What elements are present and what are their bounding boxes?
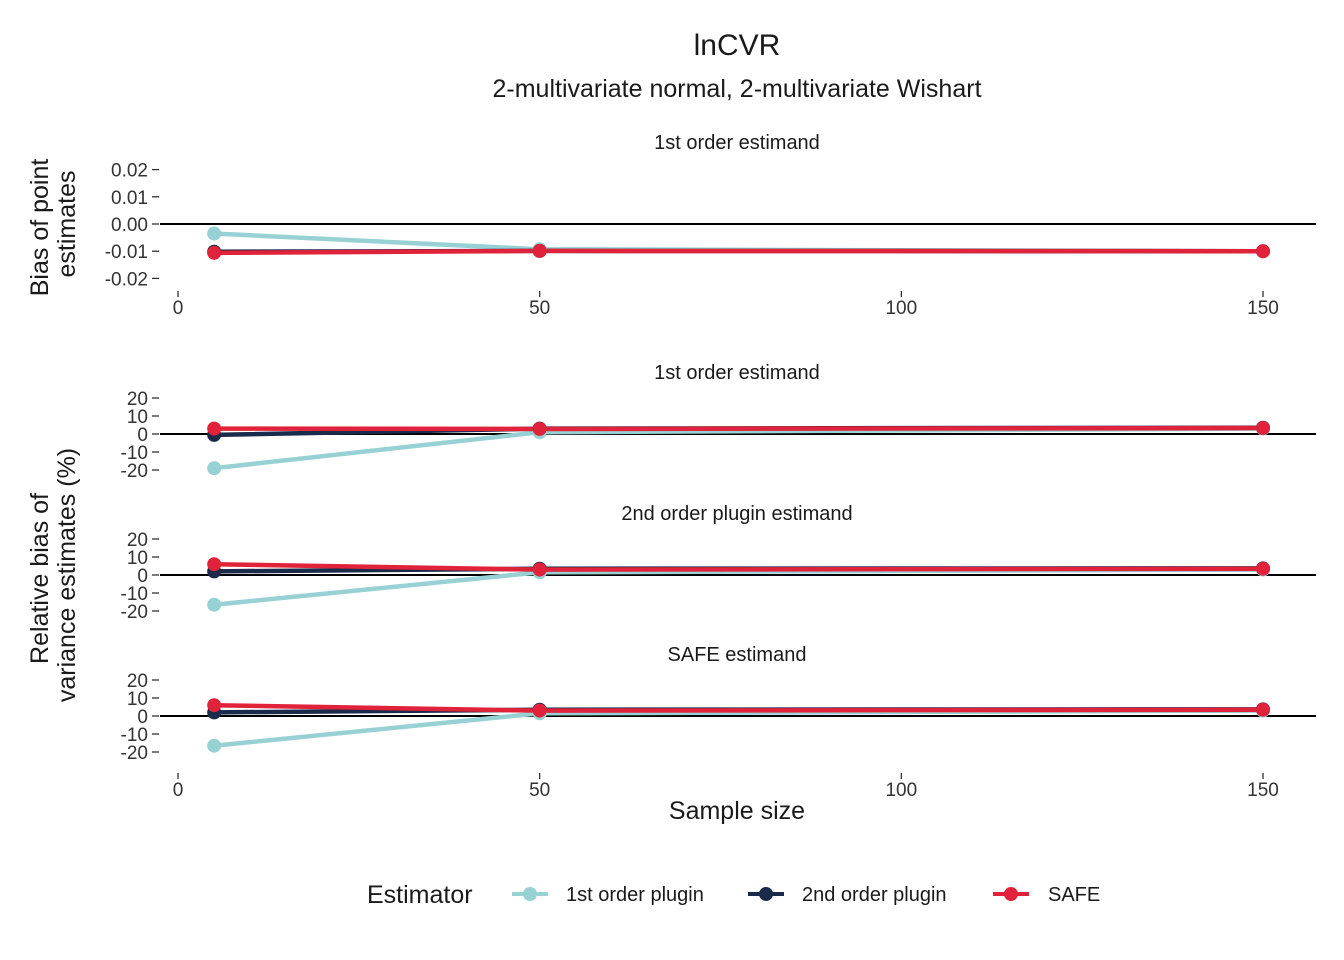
legend-key-point-safe: [1004, 887, 1018, 901]
panel-4-point-safe: [532, 703, 547, 718]
panel-2-strip-title: 1st order estimand: [654, 362, 820, 384]
legend-label-2nd-order-plugin: 2nd order plugin: [802, 884, 947, 906]
panel-2-y-tick-label: -10: [121, 443, 148, 464]
panel-4-x-tick-label: 150: [1247, 780, 1279, 801]
panel-1-point-1st-order-plugin: [207, 226, 222, 241]
panel-1-x-tick-label: 50: [529, 298, 550, 319]
legend-key-point-2nd-order-plugin: [759, 887, 773, 901]
chart-subtitle: 2-multivariate normal, 2-multivariate Wi…: [492, 75, 981, 103]
panel-4-y-tick-label: -20: [121, 743, 148, 764]
panel-1-point-safe: [1256, 244, 1270, 259]
panel-4-point-safe: [207, 698, 222, 713]
legend-item-1st-order-plugin: 1st order plugin: [512, 884, 704, 906]
panel-1-y-tick-label: -0.01: [105, 242, 148, 263]
panel-4-y-tick-label: 0: [137, 707, 148, 728]
panel-3-y-tick-label: -10: [121, 584, 148, 605]
x-axis-title: Sample size: [669, 797, 805, 825]
panel-2-point-safe: [1256, 421, 1270, 436]
panel-3-strip-title: 2nd order plugin estimand: [621, 503, 852, 525]
panel-4-x-tick-label: 0: [173, 780, 184, 801]
panel-1-x-tick-label: 100: [885, 298, 917, 319]
panel-3-point-1st-order-plugin: [207, 597, 222, 612]
panel-2-y-tick-label: 0: [137, 425, 148, 446]
chart-panels: 1st order estimand -0.02 -0.01 0.00 0.01 0.02…: [105, 132, 1316, 801]
legend: Estimator 1st order plugin 2nd order plu…: [367, 881, 1100, 909]
panel-3-y-tick-label: 20: [127, 530, 148, 551]
panel-2-point-1st-order-plugin: [207, 461, 222, 476]
panel-2-y-tick-label: 20: [127, 389, 148, 410]
panel-1-point-safe: [207, 245, 222, 260]
panel-4-point-1st-order-plugin: [207, 738, 222, 753]
panel-1-y-tick-label: 0.02: [111, 161, 148, 182]
panel-4-point-safe: [1256, 702, 1270, 717]
panel-1-y-tick-label: 0.01: [111, 188, 148, 209]
chart-title: lnCVR: [694, 29, 781, 62]
panel-2-y-tick-label: 10: [127, 407, 148, 428]
panel-1-series-line-safe: [214, 248, 1264, 256]
panel-1-y-tick-label: -0.02: [105, 269, 148, 290]
panel-1-x-tick-label: 150: [1247, 298, 1279, 319]
panel-1-x-tick-label: 0: [173, 298, 184, 319]
y-axis-title-top-line2: estimates: [53, 171, 81, 278]
panel-3-y-tick-label: 0: [137, 566, 148, 587]
legend-item-2nd-order-plugin: 2nd order plugin: [748, 884, 947, 906]
panel-4-y-tick-label: 20: [127, 671, 148, 692]
panel-4-y-tick-label: 10: [127, 689, 148, 710]
legend-label-safe: SAFE: [1048, 884, 1100, 906]
legend-title: Estimator: [367, 881, 473, 909]
panel-3-point-safe: [207, 557, 222, 572]
panel-2-point-safe: [207, 421, 222, 436]
panel-1-y-tick-label: 0.00: [111, 215, 148, 236]
panel-4-x-tick-label: 100: [885, 780, 917, 801]
y-axis-title-bottom-line1: Relative bias of: [26, 493, 54, 664]
y-axis-title-top-line1: Bias of point: [26, 159, 54, 297]
panel-3-point-safe: [1256, 561, 1270, 576]
legend-label-1st-order-plugin: 1st order plugin: [566, 884, 704, 906]
panel-3-point-safe: [532, 562, 547, 577]
panel-3-y-tick-label: -20: [121, 602, 148, 623]
panel-4-x-tick-label: 50: [529, 780, 550, 801]
panel-1-series-line-1st-order-plugin: [214, 231, 1264, 254]
y-axis-title-top: Bias of point estimates: [26, 152, 81, 297]
panel-1-point-safe: [532, 243, 547, 258]
panel-3-y-tick-label: 10: [127, 548, 148, 569]
y-axis-title-bottom: Relative bias of variance estimates (%): [26, 448, 81, 702]
panel-2-series-line-safe: [214, 425, 1264, 432]
panel-1: 1st order estimand -0.02 -0.01 0.00 0.01 0.02…: [105, 132, 1316, 319]
legend-item-safe: SAFE: [993, 884, 1100, 906]
panel-4-y-tick-label: -10: [121, 725, 148, 746]
panel-2-y-tick-label: -20: [121, 461, 148, 482]
panel-4-strip-title: SAFE estimand: [668, 644, 807, 666]
legend-key-point-1st-order-plugin: [523, 887, 537, 901]
panel-2-point-safe: [532, 421, 547, 436]
y-axis-title-bottom-line2: variance estimates (%): [53, 448, 81, 702]
panel-1-strip-title: 1st order estimand: [654, 132, 820, 154]
